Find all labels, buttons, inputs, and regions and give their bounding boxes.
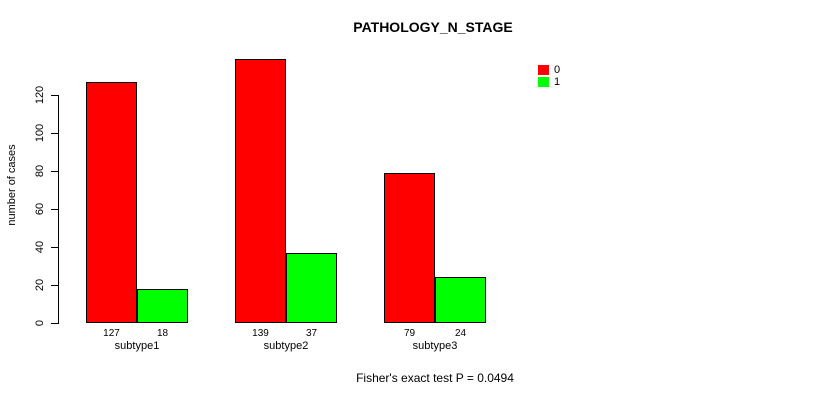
legend-item-0: 0 [538,64,560,76]
y-axis-tick-label: 40 [34,240,46,254]
category-label-subtype2: subtype2 [263,340,309,352]
bar-series-0-subtype1 [86,82,137,323]
y-axis-tick-label: 60 [34,202,46,216]
fisher-test-note: Fisher's exact test P = 0.0494 [356,371,514,385]
legend-swatch-icon [538,65,549,75]
category-label-subtype1: subtype1 [114,340,160,352]
bar-value-label: 24 [454,328,467,339]
y-axis-line [58,95,59,324]
y-axis-tick [51,95,58,96]
bar-value-label: 139 [252,328,269,339]
bar-series-1-subtype2 [286,253,337,323]
y-axis-tick-label: 100 [34,123,46,143]
y-axis-tick-label: 0 [34,319,46,327]
legend-swatch-icon [538,77,549,87]
bar-value-label: 37 [305,328,318,339]
legend-label: 0 [554,64,561,76]
y-axis-tick-label: 120 [34,85,46,105]
bar-series-0-subtype2 [235,59,286,323]
y-axis-tick [51,133,58,134]
legend-item-1: 1 [538,76,560,88]
chart-title: PATHOLOGY_N_STAGE [353,19,513,35]
category-label-subtype3: subtype3 [412,340,458,352]
bar-value-label: 127 [103,328,120,339]
bar-series-0-subtype3 [384,173,435,323]
y-axis-tick [51,171,58,172]
y-axis-tick-label: 20 [34,278,46,292]
y-axis-tick [51,323,58,324]
y-axis-tick [51,209,58,210]
y-axis-tick-label: 80 [34,164,46,178]
bar-series-1-subtype3 [435,277,486,323]
y-axis-tick [51,247,58,248]
bar-value-label: 79 [403,328,416,339]
y-axis-label: number of cases [6,144,18,226]
bar-value-label: 18 [156,328,169,339]
y-axis-tick [51,285,58,286]
bar-series-1-subtype1 [137,289,188,323]
legend-label: 1 [554,76,561,88]
